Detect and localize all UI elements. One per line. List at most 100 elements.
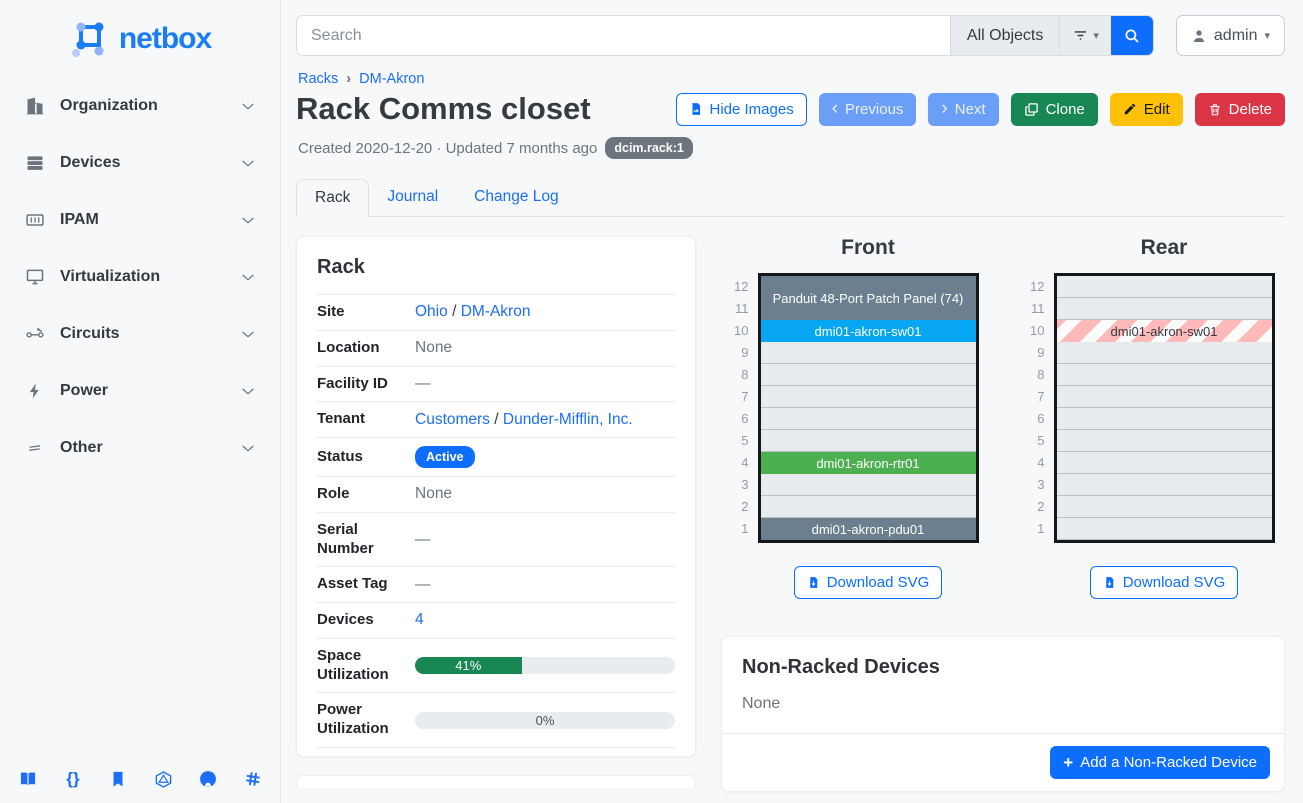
- netbox-logo[interactable]: netbox: [20, 14, 260, 86]
- clone-button[interactable]: Clone: [1010, 92, 1098, 126]
- rack-unit-slot[interactable]: [1056, 496, 1272, 518]
- attr-row-location: Location None: [317, 331, 675, 367]
- rack-body-rear: dmi01-akron-sw01: [1053, 273, 1275, 543]
- add-non-racked-device-button[interactable]: + Add a Non-Racked Device: [1050, 746, 1270, 779]
- github-icon[interactable]: [198, 769, 218, 789]
- previous-button[interactable]: ‹ Previous: [818, 92, 917, 126]
- search-input[interactable]: [297, 16, 950, 55]
- role-value: None: [415, 485, 453, 503]
- location-value: None: [415, 339, 453, 357]
- unit-number: 10: [734, 323, 749, 338]
- tab-content: Rack Site Ohio / DM-Akron Location: [296, 236, 1285, 792]
- rack-unit-slot[interactable]: [1056, 518, 1272, 540]
- graphql-icon[interactable]: [153, 769, 173, 789]
- user-menu[interactable]: admin ▾: [1175, 15, 1285, 56]
- site-link[interactable]: DM-Akron: [460, 303, 531, 321]
- tab-changelog[interactable]: Change Log: [474, 188, 559, 205]
- delete-button[interactable]: Delete: [1194, 92, 1285, 126]
- attr-row-facility-id: Facility ID —: [317, 367, 675, 403]
- unit-labels: 12 11 10 9 8 7 6 5 4 3 2 1: [1028, 273, 1054, 543]
- unit-number: 2: [741, 499, 749, 514]
- chevron-left-icon: ‹: [831, 97, 839, 119]
- rack-device[interactable]: Panduit 48-Port Patch Panel (74): [760, 276, 976, 320]
- space-utilization-bar-fill: 41%: [415, 657, 522, 674]
- clone-icon: [1024, 102, 1039, 117]
- rack-unit-slot[interactable]: [1056, 276, 1272, 298]
- asset-tag-value: —: [415, 575, 431, 593]
- rack-unit-slot[interactable]: [760, 386, 976, 408]
- sidebar-item-devices[interactable]: Devices: [20, 143, 260, 183]
- unit-number: 4: [741, 455, 749, 470]
- space-utilization-bar: 41%: [415, 657, 675, 674]
- hide-images-button[interactable]: Hide Images: [675, 92, 807, 126]
- unit-number: 4: [1037, 455, 1045, 470]
- rack-device[interactable]: dmi01-akron-pdu01: [760, 518, 976, 540]
- site-group-link[interactable]: Ohio: [415, 303, 448, 321]
- page-title: Rack Comms closet: [296, 91, 591, 126]
- sidebar-item-power[interactable]: Power: [20, 371, 260, 411]
- tenant-group-link[interactable]: Customers: [415, 410, 490, 428]
- plus-icon: +: [1063, 752, 1074, 772]
- attr-row-power-utilization: Power Utilization 0%: [317, 693, 675, 748]
- attr-row-site: Site Ohio / DM-Akron: [317, 295, 675, 331]
- edit-button[interactable]: Edit: [1109, 92, 1183, 126]
- rack-device[interactable]: dmi01-akron-sw01: [760, 320, 976, 342]
- download-svg-front-button[interactable]: Download SVG: [793, 566, 943, 599]
- rack-unit-slot[interactable]: [1056, 386, 1272, 408]
- rack-unit-slot[interactable]: [1056, 364, 1272, 386]
- bookmark-icon[interactable]: [108, 769, 128, 789]
- rack-unit-slot[interactable]: [1056, 408, 1272, 430]
- caret-down-icon: ▾: [1264, 30, 1270, 42]
- tab-rack[interactable]: Rack: [296, 179, 370, 217]
- rack-unit-slot[interactable]: [760, 496, 976, 518]
- power-utilization-bar: 0%: [415, 711, 675, 729]
- rack-unit-slot[interactable]: [1056, 298, 1272, 320]
- topbar: All Objects ▾ admin ▾: [296, 15, 1285, 56]
- rack-unit-slot[interactable]: [760, 474, 976, 496]
- sidebar-item-other[interactable]: Other: [20, 428, 260, 468]
- search-submit-button[interactable]: [1110, 16, 1153, 55]
- non-racked-devices-empty: None: [742, 695, 781, 712]
- object-id-badge: dcim.rack:1: [605, 137, 693, 159]
- devices-count-link[interactable]: 4: [415, 611, 424, 629]
- power-utilization-label: 0%: [535, 712, 555, 728]
- unit-number: 3: [741, 477, 749, 492]
- rack-unit-slot[interactable]: [1056, 452, 1272, 474]
- chevron-right-icon: ›: [346, 71, 352, 87]
- search-scope-button[interactable]: All Objects: [949, 16, 1060, 55]
- slack-icon[interactable]: [243, 769, 263, 789]
- search-filter-button[interactable]: ▾: [1059, 16, 1111, 55]
- rack-device[interactable]: dmi01-akron-sw01: [1056, 320, 1272, 342]
- book-icon[interactable]: [18, 769, 38, 789]
- sidebar-item-organization[interactable]: Organization: [20, 86, 260, 126]
- rack-unit-slot[interactable]: [1056, 430, 1272, 452]
- rack-panel: Rack Site Ohio / DM-Akron Location: [296, 236, 696, 757]
- attr-row-role: Role None: [317, 477, 675, 513]
- unit-number: 1: [741, 521, 749, 536]
- sidebar-item-label: Virtualization: [60, 268, 161, 285]
- breadcrumb-link-racks[interactable]: Racks: [298, 71, 339, 87]
- netbox-logo-text: netbox: [118, 22, 212, 55]
- tenant-link[interactable]: Dunder-Mifflin, Inc.: [502, 410, 633, 428]
- unit-number: 6: [1037, 411, 1045, 426]
- sidebar-item-ipam[interactable]: IPAM: [20, 200, 260, 240]
- next-button[interactable]: › Next: [928, 92, 999, 126]
- rack-unit-slot[interactable]: [760, 364, 976, 386]
- rack-device[interactable]: dmi01-akron-rtr01: [760, 452, 976, 474]
- sidebar-item-virtualization[interactable]: Virtualization: [20, 257, 260, 297]
- breadcrumb-link-site[interactable]: DM-Akron: [359, 71, 425, 87]
- rack-unit-slot[interactable]: [1056, 474, 1272, 496]
- unit-number: 1: [1037, 521, 1045, 536]
- rack-unit-slot[interactable]: [760, 342, 976, 364]
- rack-unit-slot[interactable]: [760, 408, 976, 430]
- rack-unit-slot[interactable]: [1056, 342, 1272, 364]
- download-svg-rear-button[interactable]: Download SVG: [1089, 566, 1239, 599]
- code-braces-icon[interactable]: {}: [66, 769, 80, 788]
- left-column: Rack Site Ohio / DM-Akron Location: [296, 236, 696, 788]
- rack-unit-slot[interactable]: [760, 430, 976, 452]
- tab-journal[interactable]: Journal: [387, 188, 439, 205]
- elevation-title-front: Front: [841, 236, 895, 259]
- sidebar-footer: {}: [18, 769, 263, 789]
- attr-row-devices: Devices 4: [317, 603, 675, 639]
- sidebar-item-circuits[interactable]: Circuits: [20, 314, 260, 354]
